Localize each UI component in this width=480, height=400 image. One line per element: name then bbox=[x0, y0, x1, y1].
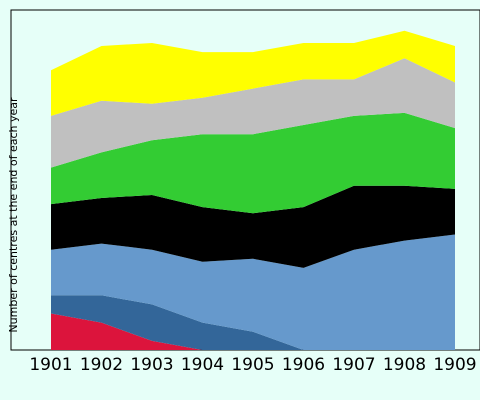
area-series-5 bbox=[51, 112, 455, 214]
x-axis-tick-labels: 1901 1902 1903 1904 1905 1906 1907 1908 1909 bbox=[29, 355, 476, 375]
area-series-4 bbox=[51, 185, 455, 268]
area-series-6 bbox=[51, 58, 455, 168]
x-tick-label: 1904 bbox=[181, 355, 224, 375]
area-series-3 bbox=[51, 234, 455, 350]
area-series-7 bbox=[51, 30, 455, 116]
x-tick-label: 1905 bbox=[231, 355, 274, 375]
x-tick-label: 1906 bbox=[282, 355, 325, 375]
x-tick-label: 1907 bbox=[332, 355, 375, 375]
area-series-1 bbox=[51, 313, 455, 350]
area-series-group bbox=[51, 30, 455, 350]
x-tick-label: 1908 bbox=[383, 355, 426, 375]
area-series-2 bbox=[51, 295, 455, 350]
x-tick-label: 1902 bbox=[80, 355, 123, 375]
x-tick-label: 1909 bbox=[433, 355, 476, 375]
y-axis-label: Number of centres at the end of each yea… bbox=[7, 97, 20, 333]
x-tick-label: 1903 bbox=[130, 355, 173, 375]
x-tick-label: 1901 bbox=[29, 355, 72, 375]
